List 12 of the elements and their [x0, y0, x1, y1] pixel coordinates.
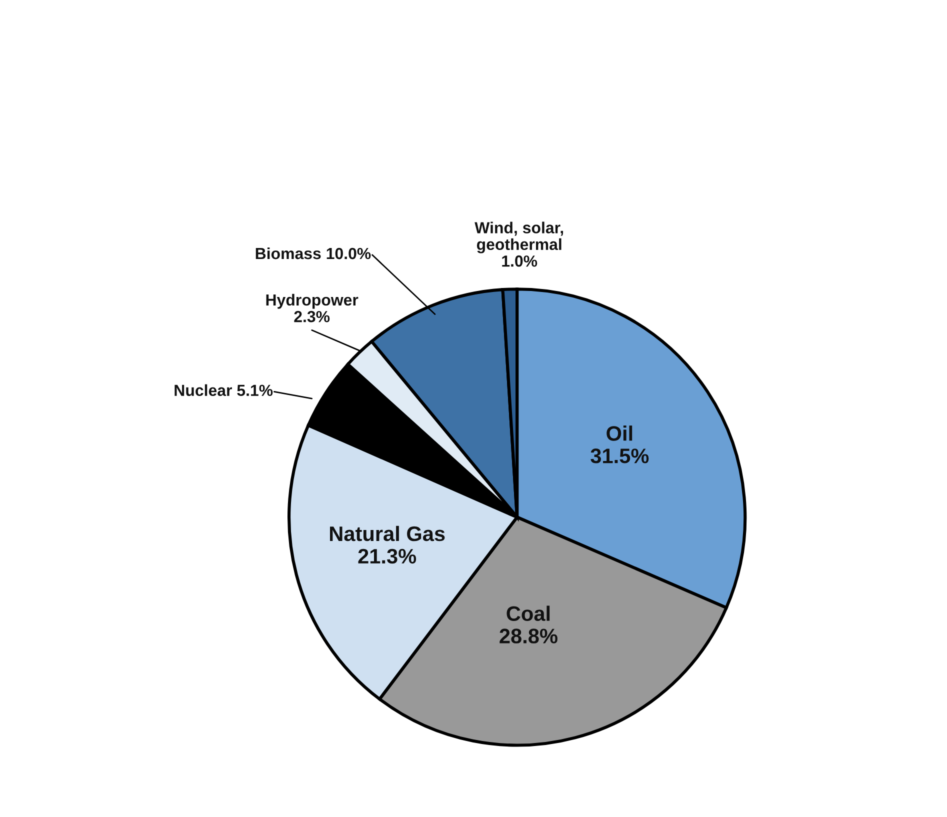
data-label: 21.3%	[358, 548, 416, 564]
slice-label: Oil	[606, 426, 632, 441]
slice-label: Hydropower	[266, 294, 358, 309]
data-label: 28.8%	[500, 628, 558, 644]
slice-label: Natural Gas	[330, 526, 445, 542]
slice-label: Wind, solar, geothermal	[474, 222, 564, 254]
data-label: 1.0%	[502, 255, 538, 267]
slice-label: Biomass 10.0%	[256, 247, 371, 260]
slice-label: Coal	[506, 606, 550, 621]
slice-label: Nuclear 5.1%	[174, 384, 273, 396]
data-label: 2.3%	[294, 310, 330, 322]
data-label: 31.5%	[590, 448, 649, 464]
